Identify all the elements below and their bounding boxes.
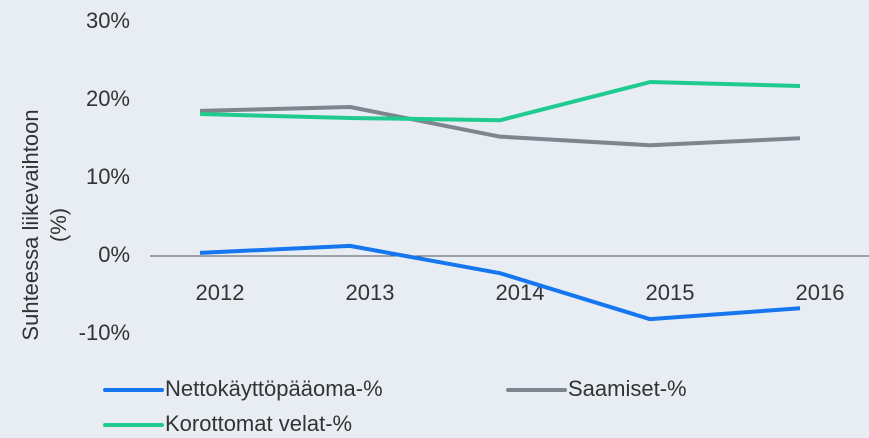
y-tick-label: 10% — [86, 164, 130, 189]
data-line — [199, 105, 801, 148]
y-tick-label: 0% — [98, 242, 130, 267]
legend-label: Nettokäyttöpääoma-% — [165, 376, 383, 401]
x-tick-label: 2012 — [196, 280, 245, 305]
y-axis-label: (%) — [46, 208, 71, 242]
y-tick-label: 30% — [86, 8, 130, 33]
data-line — [199, 243, 801, 322]
legend-label: Saamiset-% — [568, 376, 687, 401]
legend-label: Korottomat velat-% — [165, 411, 352, 436]
x-tick-label: 2016 — [796, 280, 845, 305]
data-line — [199, 80, 801, 123]
x-tick-label: 2013 — [346, 280, 395, 305]
y-tick-label: 20% — [86, 86, 130, 111]
y-tick-label: -10% — [79, 320, 130, 345]
x-tick-label: 2015 — [646, 280, 695, 305]
y-axis-label: Suhteessa liikevaihtoon — [18, 109, 43, 340]
